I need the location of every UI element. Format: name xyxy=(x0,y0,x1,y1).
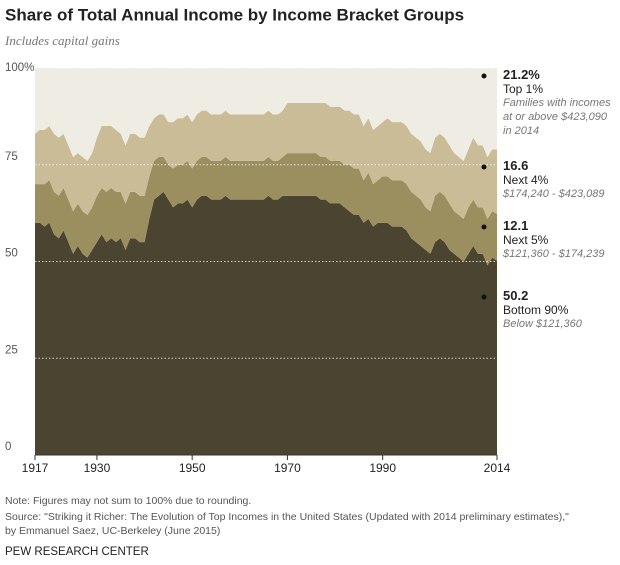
y-tick-label: 50 xyxy=(5,248,18,260)
y-tick-label: 75 xyxy=(5,151,18,163)
series-label: 21.2% Top 1% Families with incomes at or a… xyxy=(503,68,615,138)
source: Source: "Striking it Richer: The Evoluti… xyxy=(5,511,569,523)
series-description: Below $121,360 xyxy=(503,318,582,330)
x-tick-label: 2014 xyxy=(484,461,511,475)
label-dot xyxy=(481,73,487,79)
series-label: 16.6 Next 4% $174,240 - $423,089 xyxy=(503,159,615,201)
label-dot xyxy=(481,294,487,300)
credit: PEW RESEARCH CENTER xyxy=(5,546,149,558)
series-label: 50.2 Bottom 90% Below $121,360 xyxy=(503,289,615,331)
chart-title: Share of Total Annual Income by Income B… xyxy=(5,5,464,24)
label-dot xyxy=(481,224,487,230)
chart-subtitle: Includes capital gains xyxy=(4,33,120,48)
legend-label: Next 4% xyxy=(503,173,549,187)
legend-label: Top 1% xyxy=(503,82,544,96)
value-label: 21.2% xyxy=(503,67,540,82)
area xyxy=(35,102,497,219)
x-tick-label: 1990 xyxy=(369,461,396,475)
source: by Emmanuel Saez, UC-Berkeley (June 2015… xyxy=(5,525,220,537)
series-description: $174,240 - $423,089 xyxy=(503,188,605,200)
series-description: $121,360 - $174,239 xyxy=(503,248,605,260)
series-description: Families with incomes at or above $423,0… xyxy=(503,97,611,137)
x-tick-label: 1970 xyxy=(274,461,301,475)
value-label: 50.2 xyxy=(503,288,529,303)
y-tick-label: 100% xyxy=(5,62,34,74)
x-tick-label: 1950 xyxy=(179,461,206,475)
y-tick-label: 25 xyxy=(5,344,18,356)
value-label: 12.1 xyxy=(503,218,529,233)
label-dot xyxy=(481,164,487,170)
value-label: 16.6 xyxy=(503,158,529,173)
x-tick-label: 1917 xyxy=(22,461,49,475)
area xyxy=(35,67,497,161)
area xyxy=(35,153,497,266)
y-tick-label: 0 xyxy=(5,441,11,453)
legend-label: Bottom 90% xyxy=(503,303,569,317)
note: Note: Figures may not sum to 100% due to… xyxy=(5,495,251,507)
area xyxy=(35,191,497,455)
series-label: 12.1 Next 5% $121,360 - $174,239 xyxy=(503,219,615,261)
x-tick-label: 1930 xyxy=(84,461,111,475)
legend-label: Next 5% xyxy=(503,233,549,247)
